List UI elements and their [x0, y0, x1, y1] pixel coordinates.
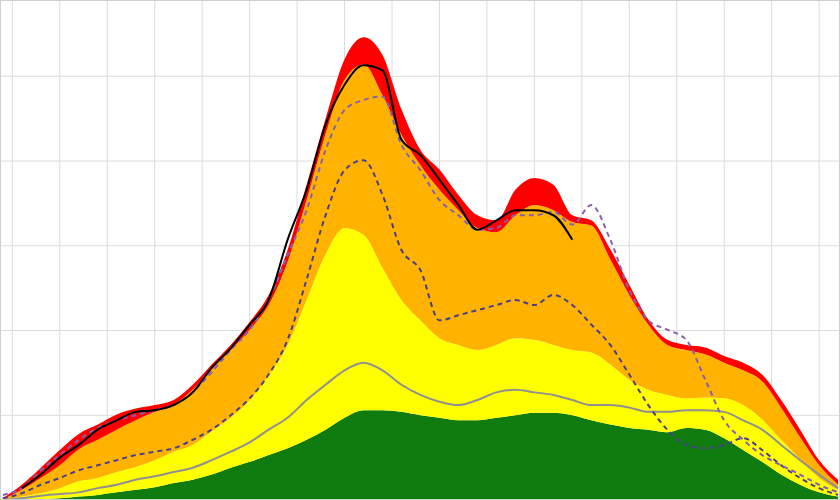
- line: [3, 363, 838, 500]
- plot: [0, 0, 840, 500]
- chart-container: [0, 0, 840, 500]
- area: [3, 37, 838, 499]
- grid-line-y: [0, 76, 840, 77]
- line: [22, 65, 573, 488]
- line: [3, 160, 838, 498]
- plot-frame: [1, 1, 840, 500]
- data-layer: [3, 37, 838, 500]
- area: [3, 64, 838, 500]
- grid-line-x: [819, 0, 820, 500]
- grid-line-x: [12, 0, 13, 500]
- grid-line-x: [59, 0, 60, 500]
- chart: [0, 0, 840, 500]
- grid: [0, 0, 840, 500]
